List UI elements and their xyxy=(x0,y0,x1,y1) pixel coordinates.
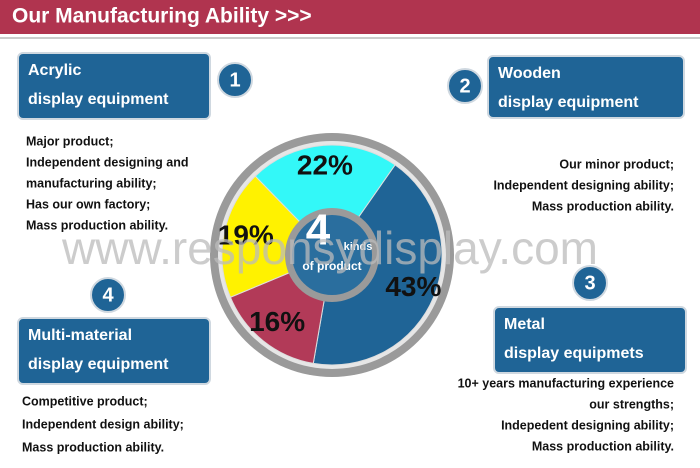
section-line: Independent designing ability; xyxy=(493,178,674,192)
section-badge xyxy=(572,265,608,301)
section-line: Independent design ability; xyxy=(22,417,184,431)
section-line: Has our own factory; xyxy=(26,197,150,211)
section-line: Our minor product; xyxy=(559,157,674,171)
section-title: Multi-material xyxy=(28,327,132,344)
section-badge xyxy=(90,277,126,313)
section-line: Mass production ability. xyxy=(26,218,168,232)
header-bar xyxy=(0,0,700,34)
center-line: of product xyxy=(302,259,361,273)
slice-label: 43% xyxy=(385,271,441,302)
section-title: display equipment xyxy=(498,94,639,111)
section-line: Independent designing and xyxy=(26,155,189,169)
header-title: Our Manufacturing Ability >>> xyxy=(12,5,312,28)
slice-label: 16% xyxy=(249,306,305,337)
section-title: display equipment xyxy=(28,91,169,108)
center-line: kinds xyxy=(344,241,373,253)
section-line: Competitive product; xyxy=(22,394,148,408)
center-number: 4 xyxy=(306,206,331,255)
section-line: Mass production ability. xyxy=(532,199,674,213)
section-number: 1 xyxy=(229,69,240,91)
pie-chart: 43% 16% 19% 22% 4 kinds of product xyxy=(210,133,454,377)
section-title: display equipment xyxy=(28,356,169,373)
section-box xyxy=(17,317,211,385)
pie-slice xyxy=(254,144,396,256)
sections: Acrylic display equipment 1 Major product; I… xyxy=(17,52,687,454)
section-box xyxy=(493,306,687,374)
section-title: display equipmets xyxy=(504,345,644,362)
section-title: Acrylic xyxy=(28,62,81,79)
slice-label: 19% xyxy=(218,220,274,251)
section-title: Wooden xyxy=(498,65,561,82)
section-line: Major product; xyxy=(26,134,114,148)
section-line: 10+ years manufacturing experience xyxy=(458,376,674,390)
section-box xyxy=(487,55,685,119)
section-badge xyxy=(217,62,253,98)
section-box xyxy=(17,52,211,120)
section-title: Metal xyxy=(504,316,545,333)
section-line: our strengths; xyxy=(589,397,674,411)
section-number: 4 xyxy=(102,284,114,306)
section-line: Mass production ability. xyxy=(22,440,164,454)
section-badge xyxy=(447,68,483,104)
section-number: 3 xyxy=(584,272,595,294)
section-number: 2 xyxy=(459,75,470,97)
section-line: Indepedent designing ability; xyxy=(501,418,674,432)
section-line: manufacturing ability; xyxy=(26,176,157,190)
pie-slice xyxy=(221,175,333,298)
center-disc xyxy=(292,215,372,295)
section-line: Mass production ability. xyxy=(532,439,674,453)
slice-label: 22% xyxy=(297,150,353,181)
watermark: www.responsydisplay.com xyxy=(61,222,598,274)
